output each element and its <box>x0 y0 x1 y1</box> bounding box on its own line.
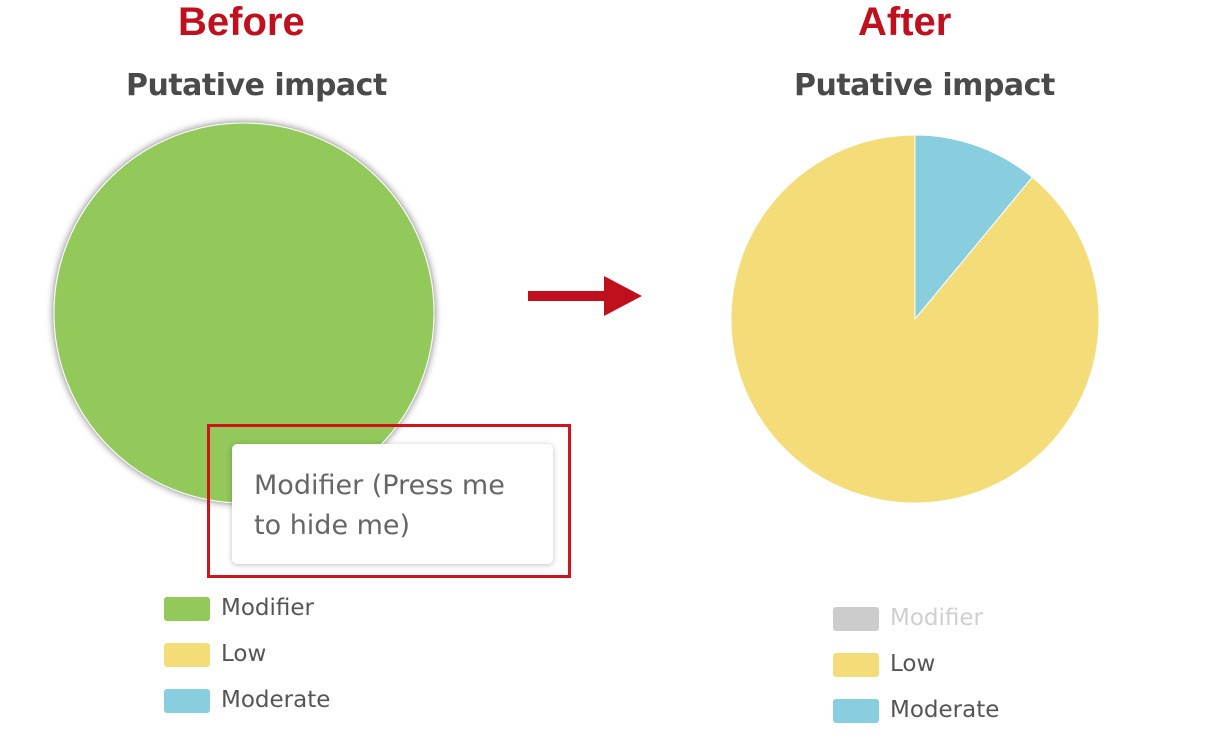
legend-swatch <box>833 653 879 677</box>
pie-tooltip[interactable]: Modifier (Press me to hide me) <box>232 444 553 564</box>
legend-swatch <box>164 643 210 667</box>
legend-label: Moderate <box>221 687 331 713</box>
legend-label: Low <box>221 641 267 667</box>
legend-label: Low <box>890 651 936 677</box>
legend-swatch <box>164 597 210 621</box>
tooltip-highlight-box <box>207 424 571 578</box>
before-heading: Before <box>178 0 305 44</box>
legend-swatch <box>833 607 879 631</box>
legend-swatch <box>833 699 879 723</box>
legend-swatch <box>164 689 210 713</box>
pie-slice-moderate[interactable] <box>914 134 1033 321</box>
legend-label: Modifier <box>890 605 983 631</box>
before-chart-title: Putative impact <box>126 68 387 103</box>
arrow-right-icon <box>528 276 642 316</box>
after-chart-title: Putative impact <box>794 68 1055 103</box>
after-heading: After <box>858 0 952 44</box>
legend-label: Modifier <box>221 595 314 621</box>
legend-label: Moderate <box>890 697 1000 723</box>
